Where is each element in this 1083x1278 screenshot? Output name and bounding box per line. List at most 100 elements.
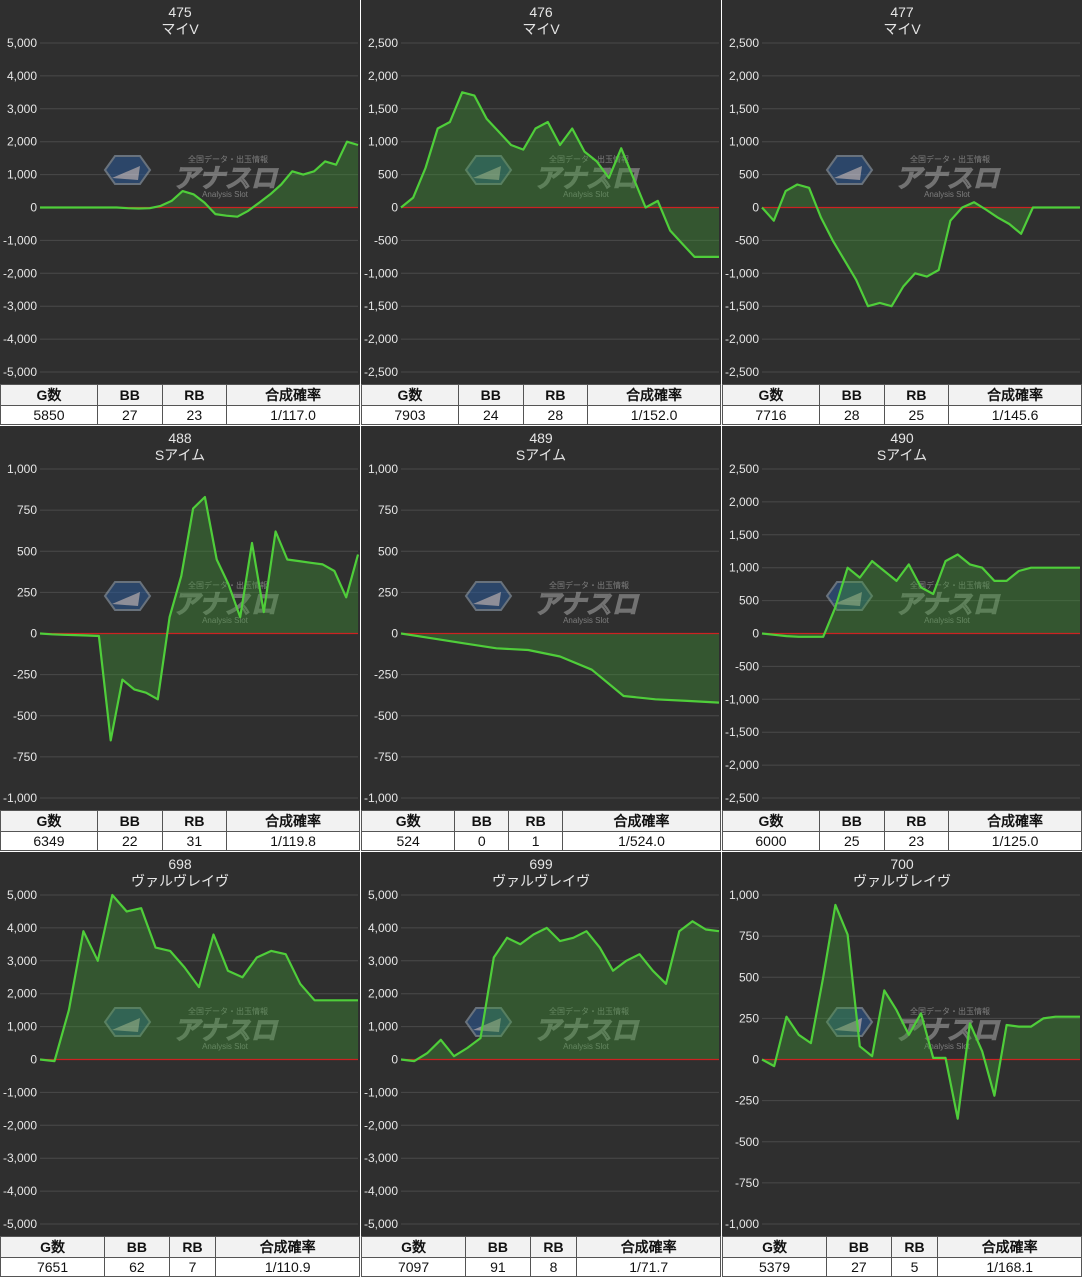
y-tick-label: 2,500 (729, 36, 759, 50)
y-tick-label: 2,000 (7, 135, 37, 149)
header-g: G数 (721, 1236, 828, 1258)
chart-panel-476: 476 マイV 2,500 2,000 1,500 1,000 500 0 -500 -1,000… (361, 0, 721, 425)
series-line (761, 553, 1080, 638)
watermark-sub-text: Analysis Slot (924, 190, 971, 199)
stats-header-row: G数 BB RB 合成確率 (0, 384, 360, 406)
logo-arrow-icon (112, 166, 140, 180)
chart-title: 477 (890, 4, 914, 20)
watermark-sub-text: Analysis Slot (924, 1042, 971, 1051)
chart-title: 476 (529, 4, 553, 20)
y-tick-label: 3,000 (7, 954, 37, 968)
stats-header-row: G数 BB RB 合成確率 (722, 810, 1082, 832)
watermark-sub-text: Analysis Slot (202, 1042, 249, 1051)
stats-value-row: 6000 25 23 1/125.0 (722, 831, 1082, 851)
value-prob: 1/145.6 (948, 405, 1082, 425)
value-bb: 25 (818, 831, 885, 851)
watermark-sub-text: Analysis Slot (563, 1042, 610, 1051)
y-tick-label: 750 (739, 929, 759, 943)
value-prob: 1/117.0 (226, 405, 360, 425)
y-tick-label: -500 (13, 709, 37, 723)
y-tick-label: 250 (739, 1011, 759, 1025)
logo-hexagon-icon (464, 581, 513, 611)
y-tick-label: 4,000 (7, 69, 37, 83)
series-area (401, 92, 719, 257)
value-bb: 91 (465, 1257, 531, 1277)
header-g: G数 (0, 1236, 106, 1258)
y-tick-label: -4,000 (364, 1184, 398, 1198)
y-tick-label: 750 (378, 503, 398, 517)
y-tick-label: 1,500 (368, 102, 398, 116)
y-tick-label: 1,000 (368, 1020, 398, 1034)
y-tick-label: -1,000 (3, 791, 37, 805)
chart-subtitle: マイV (161, 21, 199, 37)
y-tick-label: 2,500 (729, 462, 759, 476)
y-tick-label: -1,000 (725, 1217, 759, 1231)
logo-arrow-icon (834, 592, 862, 606)
series-line (40, 140, 359, 218)
chart-subtitle: ヴァルヴレイヴ (853, 873, 951, 889)
y-tick-label: 500 (17, 544, 37, 558)
header-prob: 合成確率 (226, 810, 360, 832)
series-line (400, 632, 720, 704)
y-tick-label: 5,000 (368, 888, 398, 902)
stats-value-row: 5850 27 23 1/117.0 (0, 405, 360, 425)
stats-table: G数 BB RB 合成確率 7651 62 7 1/110.9 (0, 1236, 360, 1277)
stats-header-row: G数 BB RB 合成確率 (721, 1236, 1082, 1258)
y-tick-label: 1,000 (7, 462, 37, 476)
stats-header-row: G数 BB RB 合成確率 (722, 384, 1082, 406)
watermark-main-text: アナスロ (173, 1015, 278, 1045)
stats-table: G数 BB RB 合成確率 524 0 1 1/524.0 (360, 810, 721, 851)
y-tick-label: -2,500 (364, 365, 398, 379)
value-bb: 27 (96, 405, 163, 425)
stats-table: G数 BB RB 合成確率 6349 22 31 1/119.8 (0, 810, 360, 851)
stats-value-row: 7097 91 8 1/71.7 (360, 1257, 721, 1277)
header-g: G数 (361, 384, 459, 406)
value-prob: 1/152.0 (587, 405, 721, 425)
value-g: 5850 (0, 405, 98, 425)
y-tick-label: -500 (735, 659, 759, 673)
y-tick-label: -1,000 (3, 1085, 37, 1099)
y-tick-label: -2,000 (364, 332, 398, 346)
y-tick-label: 2,500 (368, 36, 398, 50)
y-tick-label: -750 (374, 750, 398, 764)
header-prob: 合成確率 (576, 1236, 721, 1258)
series-line (761, 183, 1080, 308)
watermark-sub-text: Analysis Slot (563, 616, 610, 625)
watermark-top-text: 全国データ・出玉情報 (910, 154, 990, 164)
y-tick-label: 2,000 (729, 69, 759, 83)
y-tick-label: -3,000 (3, 1151, 37, 1165)
y-tick-label: -1,000 (364, 1085, 398, 1099)
watermark-top-text: 全国データ・出玉情報 (549, 1006, 629, 1016)
y-tick-label: -1,000 (364, 791, 398, 805)
stats-value-row: 7716 28 25 1/145.6 (722, 405, 1082, 425)
y-tick-label: -500 (374, 709, 398, 723)
series-line (39, 893, 358, 1063)
header-rb: RB (161, 384, 228, 406)
value-rb: 23 (161, 405, 228, 425)
chart-title: 698 (168, 856, 192, 872)
y-tick-label: 750 (17, 503, 37, 517)
header-g: G数 (360, 1236, 467, 1258)
chart-subtitle: Sアイム (155, 447, 205, 463)
value-g: 7716 (722, 405, 820, 425)
logo-hexagon-icon (103, 581, 152, 611)
series-area (40, 895, 358, 1062)
y-tick-label: 500 (378, 544, 398, 558)
chart-panel-700: 700 ヴァルヴレイヴ 1,000 750 500 250 0 -250 -500 -750 -1,… (721, 852, 1082, 1277)
value-g: 7651 (0, 1257, 106, 1277)
y-tick-label: 2,000 (368, 69, 398, 83)
y-tick-label: -2,000 (3, 266, 37, 280)
watermark-sub-text: Analysis Slot (563, 190, 610, 199)
watermark-sub-text: Analysis Slot (202, 190, 249, 199)
y-tick-label: -1,000 (725, 266, 759, 280)
value-bb: 24 (457, 405, 524, 425)
value-g: 7903 (361, 405, 459, 425)
